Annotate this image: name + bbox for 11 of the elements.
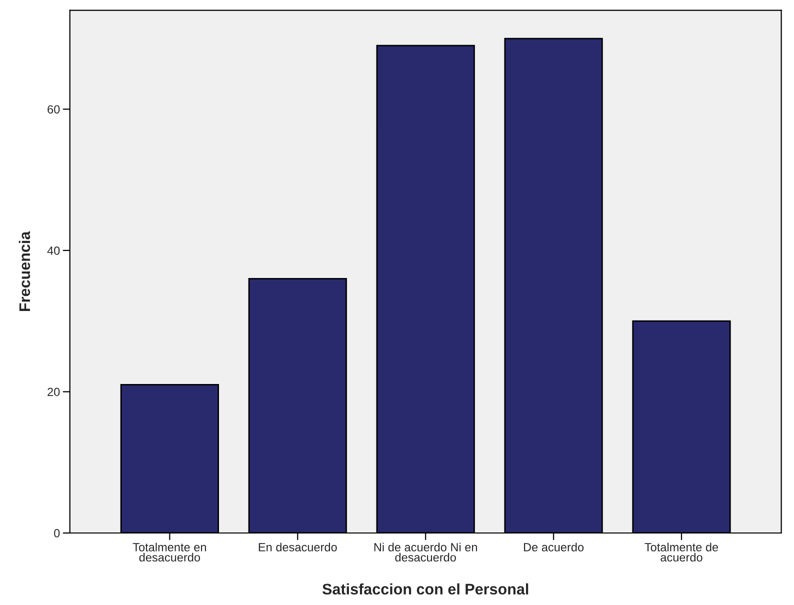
x-tick-label: De acuerdo xyxy=(524,542,584,552)
x-tick-label: Ni de acuerdo Ni en desacuerdo xyxy=(374,542,477,562)
x-tick-label: Totalmente en desacuerdo xyxy=(132,542,206,562)
y-tick-label: 40 xyxy=(47,246,60,255)
y-axis-title: Frecuencia xyxy=(18,231,30,311)
y-tick-label: 0 xyxy=(54,529,60,538)
x-tick-label: En desacuerdo xyxy=(258,542,337,552)
y-tick-label: 20 xyxy=(48,388,60,396)
x-tick-label: Totalmente de acuerdo xyxy=(644,542,718,562)
x-axis-title: Satisfaccion con el Personal xyxy=(322,583,528,595)
y-tick-label: 60 xyxy=(48,105,60,114)
